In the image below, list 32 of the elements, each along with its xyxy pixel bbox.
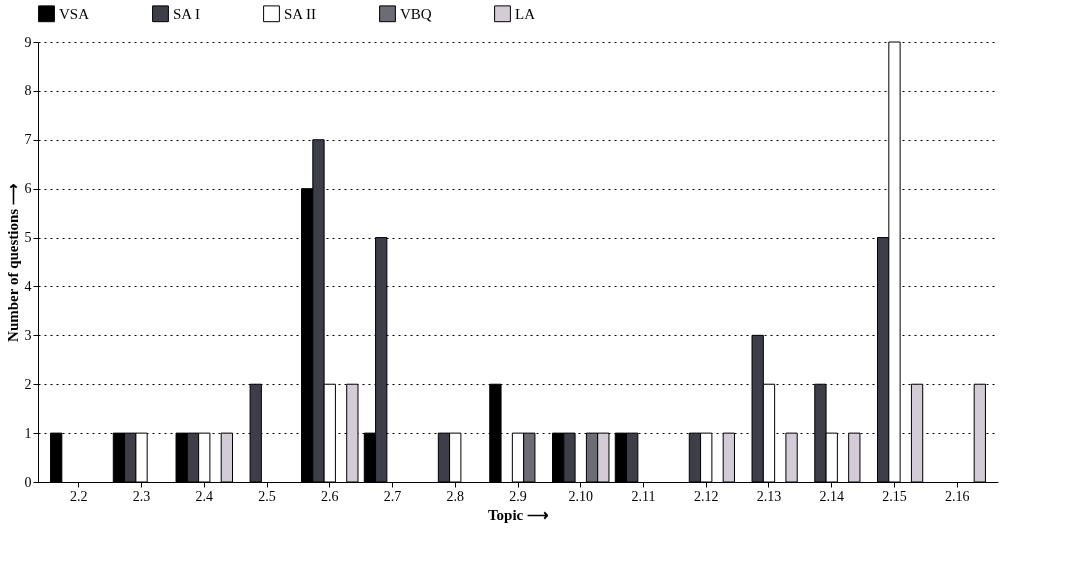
x-tick-label: 2.9 [509,488,527,504]
x-tick-label: 2.2 [70,488,88,504]
y-tick-label: 1 [24,425,32,441]
x-tick-label: 2.3 [132,488,151,504]
x-axis-title: Topic ⟶ [487,506,550,523]
x-tick-label: 2.10 [568,488,593,504]
y-tick-label: 6 [24,181,32,197]
x-tick-label: 2.11 [631,488,656,504]
x-tick-label: 2.14 [819,488,844,504]
x-tick-label: 2.7 [383,488,402,504]
x-tick-label: 2.8 [446,488,464,504]
x-tick-label: 2.6 [321,488,339,504]
x-tick-label: 2.16 [944,488,970,504]
legend-label: VBQ [400,5,432,22]
x-tick-label: 2.12 [693,488,719,504]
y-tick-label: 4 [24,278,32,294]
x-tick-label: 2.15 [882,488,907,504]
legend-label: SA I [173,5,201,22]
legend-label: LA [515,5,536,22]
y-tick-label: 5 [24,230,32,246]
y-tick-label: 7 [24,132,32,148]
y-axis-title: Number of questions ⟶ [4,183,21,342]
x-tick-label: 2.13 [756,488,782,504]
legend-label: VSA [59,5,90,22]
y-tick-label: 2 [24,376,32,392]
y-tick-label: 3 [24,327,32,343]
legend-label: SA II [284,5,317,22]
y-tick-label: 8 [24,83,32,99]
x-tick-label: 2.4 [195,488,214,504]
x-tick-label: 2.5 [258,488,276,504]
y-tick-label: 9 [24,34,32,50]
y-tick-label: 0 [24,474,32,490]
